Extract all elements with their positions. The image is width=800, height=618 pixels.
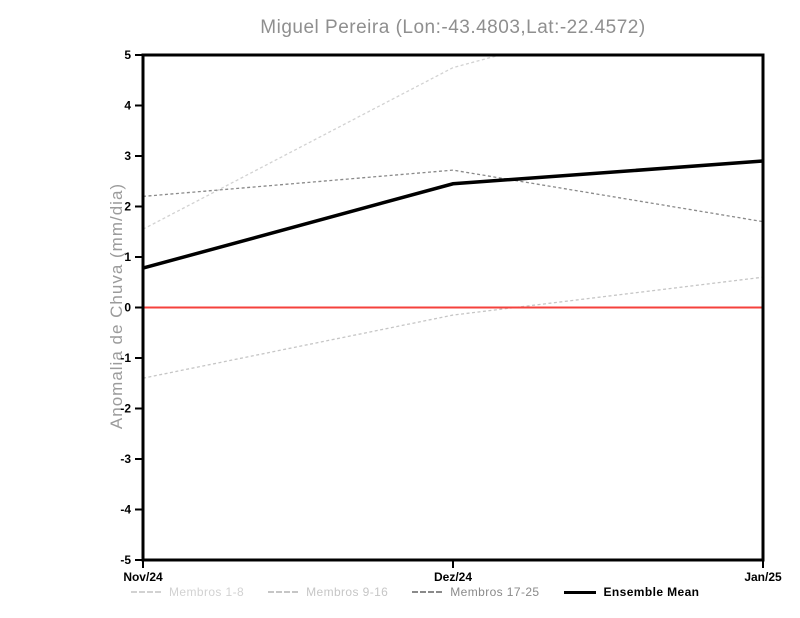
y-tick-label: 3: [124, 149, 131, 163]
y-tick-label: -5: [120, 553, 131, 567]
legend-item-ensemble-mean: Ensemble Mean: [563, 585, 700, 599]
x-tick-label: Jan/25: [744, 570, 782, 584]
x-tick-label: Dez/24: [434, 570, 472, 584]
dashed-line-swatch-icon: [131, 591, 161, 593]
legend-item-membros-9-16: Membros 9-16: [268, 585, 388, 599]
y-tick-label: 2: [124, 200, 131, 214]
series-line-membros-17-25: [143, 169, 763, 223]
dashed-line-swatch-icon: [412, 591, 443, 593]
series-line-membros-1-8: [143, 55, 503, 230]
y-tick-label: 1: [124, 250, 131, 264]
y-tick-label: -4: [120, 503, 131, 517]
legend-item-membros-17-25: Membros 17-25: [412, 585, 539, 599]
y-tick-label: 4: [124, 99, 131, 113]
y-tick-label: 5: [124, 48, 131, 62]
y-tick-label: 0: [124, 301, 131, 315]
legend-label: Membros 17-25: [450, 585, 540, 599]
legend-item-membros-1-8: Membros 1-8: [131, 585, 244, 599]
series-line-membros-9-16: [143, 276, 763, 379]
y-tick-label: -2: [120, 402, 131, 416]
chart-legend: Membros 1-8 Membros 9-16 Membros 17-25 E…: [131, 585, 791, 599]
legend-label: Ensemble Mean: [603, 585, 700, 599]
series-line-ensemble-mean: [143, 159, 763, 270]
x-axis-ticks: Nov/24 Dez/24 Jan/25: [123, 560, 782, 584]
y-axis-ticks: -5 -4 -3 -2 -1 0 1 2 3 4 5: [120, 48, 143, 567]
solid-line-swatch-icon: [563, 590, 596, 594]
chart-title: Miguel Pereira (Lon:-43.4803,Lat:-22.457…: [260, 17, 646, 38]
series-lines: [143, 55, 763, 379]
y-tick-label: -1: [120, 351, 131, 365]
x-tick-label: Nov/24: [123, 570, 163, 584]
y-tick-label: -3: [120, 452, 131, 466]
dashed-line-swatch-icon: [268, 591, 299, 593]
legend-label: Membros 9-16: [306, 585, 389, 599]
legend-label: Membros 1-8: [169, 585, 245, 599]
